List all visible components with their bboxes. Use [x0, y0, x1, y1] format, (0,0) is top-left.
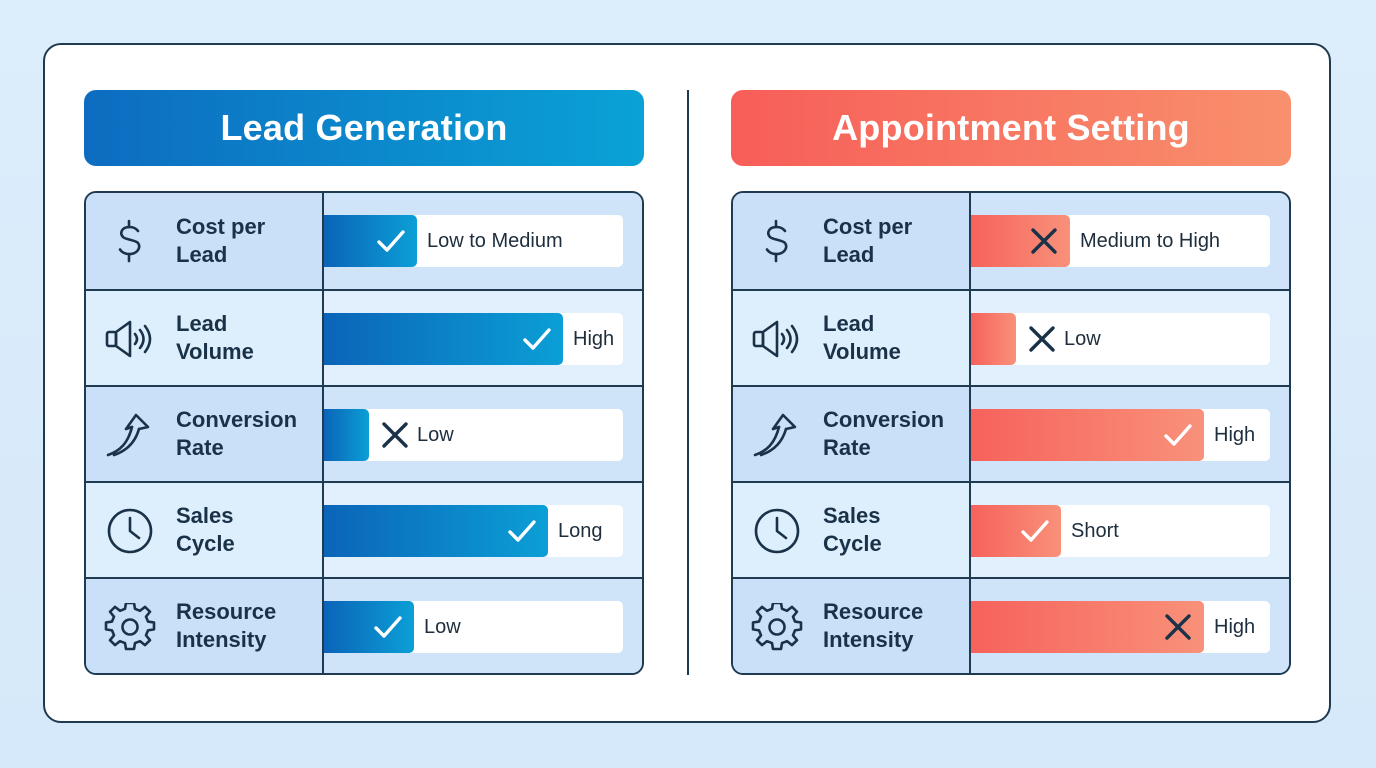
lead-generation-header: Lead Generation	[84, 90, 644, 166]
appointment-setting-header: Appointment Setting	[731, 90, 1291, 166]
table-row: Resource Intensity Low	[86, 577, 642, 673]
row-value-cell: Low to Medium	[324, 193, 642, 289]
row-label: Sales Cycle	[823, 503, 882, 556]
rating-meter: Low	[324, 409, 623, 461]
rating-fill	[324, 409, 369, 461]
row-label-cell: Conversion Rate	[86, 387, 324, 481]
lead-generation-table: Cost per Lead Low to Medium Lead Volume Hig…	[84, 191, 644, 675]
check-icon	[1162, 419, 1194, 451]
rating-fill	[971, 215, 1070, 267]
rating-value: Low	[417, 424, 454, 446]
row-label-cell: Sales Cycle	[86, 483, 324, 577]
panel-divider	[687, 90, 689, 675]
table-row: Lead Volume High	[86, 289, 642, 385]
rating-meter: High	[324, 313, 623, 365]
close-icon	[1028, 225, 1060, 257]
close-icon	[379, 419, 411, 451]
rating-value: High	[573, 328, 615, 350]
rating-meter: High	[971, 409, 1270, 461]
rating-fill	[324, 215, 417, 267]
row-value-cell: High	[324, 291, 642, 385]
dollar-icon	[104, 217, 156, 265]
rating-meter: Long	[324, 505, 623, 557]
table-row: Resource Intensity High	[733, 577, 1289, 673]
row-value-cell: Low	[971, 291, 1289, 385]
table-row: Sales Cycle Long	[86, 481, 642, 577]
rating-value: Low to Medium	[427, 230, 563, 252]
rating-meter: Low	[324, 601, 623, 653]
row-label-cell: Lead Volume	[86, 291, 324, 385]
trend-up-arrow-icon	[104, 411, 156, 459]
close-icon	[1162, 611, 1194, 643]
row-value-cell: Low	[324, 387, 642, 481]
row-value-cell: Low	[324, 579, 642, 673]
table-row: Conversion Rate High	[733, 385, 1289, 481]
row-label: Conversion Rate	[823, 407, 945, 460]
row-label-cell: Cost per Lead	[733, 193, 971, 289]
rating-meter: Low	[971, 313, 1270, 365]
rating-meter: Short	[971, 505, 1270, 557]
row-label: Cost per Lead	[823, 214, 913, 267]
row-label-cell: Sales Cycle	[733, 483, 971, 577]
appointment-setting-title: Appointment Setting	[832, 107, 1190, 148]
row-value-cell: Short	[971, 483, 1289, 577]
row-label: Resource Intensity	[823, 599, 924, 652]
clock-icon	[751, 507, 803, 555]
check-icon	[1019, 515, 1051, 547]
table-row: Cost per Lead Low to Medium	[86, 193, 642, 289]
megaphone-icon	[751, 315, 803, 363]
rating-meter: Low to Medium	[324, 215, 623, 267]
rating-meter: High	[971, 601, 1270, 653]
rating-fill	[971, 313, 1016, 365]
row-value-cell: Medium to High	[971, 193, 1289, 289]
row-label: Resource Intensity	[176, 599, 277, 652]
row-label: Lead Volume	[823, 311, 901, 364]
row-label: Sales Cycle	[176, 503, 235, 556]
rating-value: High	[1214, 616, 1256, 638]
rating-value: Short	[1071, 520, 1119, 542]
row-label-cell: Resource Intensity	[733, 579, 971, 673]
row-label: Cost per Lead	[176, 214, 266, 267]
row-value-cell: High	[971, 579, 1289, 673]
check-icon	[375, 225, 407, 257]
rating-fill	[971, 505, 1061, 557]
gear-icon	[751, 601, 803, 651]
clock-icon	[104, 507, 156, 555]
row-label-cell: Conversion Rate	[733, 387, 971, 481]
rating-value: Medium to High	[1080, 230, 1221, 252]
check-icon	[521, 323, 553, 355]
check-icon	[372, 611, 404, 643]
row-value-cell: High	[971, 387, 1289, 481]
row-value-cell: Long	[324, 483, 642, 577]
megaphone-icon	[104, 315, 156, 363]
row-label-cell: Resource Intensity	[86, 579, 324, 673]
rating-fill	[971, 601, 1204, 653]
row-label-cell: Cost per Lead	[86, 193, 324, 289]
dollar-icon	[751, 217, 803, 265]
rating-value: Low	[1064, 328, 1101, 350]
appointment-setting-table: Cost per Lead Medium to High Lead Volume Lo…	[731, 191, 1291, 675]
row-label-cell: Lead Volume	[733, 291, 971, 385]
gear-icon	[104, 601, 156, 651]
rating-value: High	[1214, 424, 1256, 446]
rating-value: Low	[424, 616, 461, 638]
rating-value: Long	[558, 520, 603, 542]
lead-generation-title: Lead Generation	[220, 107, 508, 148]
rating-fill	[324, 313, 563, 365]
check-icon	[506, 515, 538, 547]
table-row: Sales Cycle Short	[733, 481, 1289, 577]
table-row: Lead Volume Low	[733, 289, 1289, 385]
row-label: Lead Volume	[176, 311, 254, 364]
close-icon	[1026, 323, 1058, 355]
rating-meter: Medium to High	[971, 215, 1270, 267]
table-row: Conversion Rate Low	[86, 385, 642, 481]
trend-up-arrow-icon	[751, 411, 803, 459]
row-label: Conversion Rate	[176, 407, 298, 460]
rating-fill	[324, 601, 414, 653]
table-row: Cost per Lead Medium to High	[733, 193, 1289, 289]
